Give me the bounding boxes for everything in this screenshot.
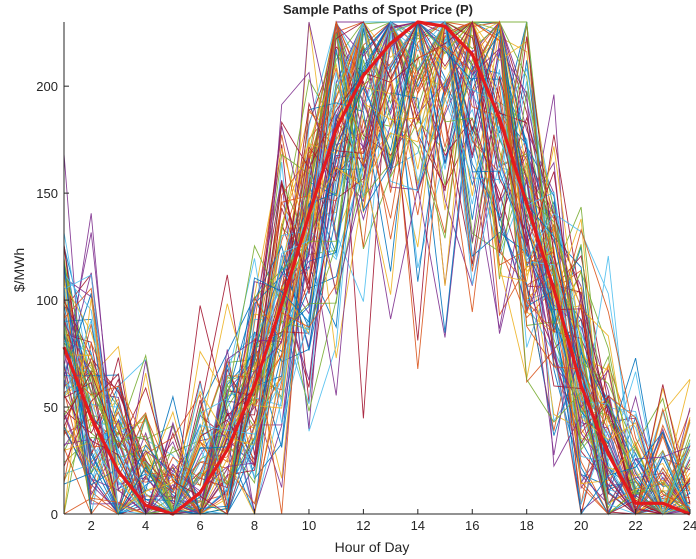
- x-axis-label: Hour of Day: [335, 539, 410, 555]
- sample-path: [63, 20, 690, 515]
- x-tick-label: 4: [142, 518, 149, 533]
- x-tick-label: 24: [683, 518, 696, 533]
- sample-path: [63, 20, 691, 515]
- sample-path: [63, 21, 690, 515]
- sample-path: [63, 21, 690, 516]
- sample-path: [63, 21, 691, 516]
- sample-path: [63, 21, 690, 515]
- y-tick-label: 100: [36, 293, 58, 308]
- x-tick-label: 18: [519, 518, 533, 533]
- x-tick-label: 20: [574, 518, 588, 533]
- x-tick-label: 8: [251, 518, 258, 533]
- sample-path: [63, 21, 691, 516]
- y-tick-label: 0: [51, 507, 58, 522]
- sample-path: [63, 20, 690, 515]
- sample-paths-group: [63, 20, 691, 516]
- x-tick-label: 10: [302, 518, 316, 533]
- sample-path: [63, 20, 690, 516]
- mean-path-line: [62, 20, 691, 516]
- x-tick-label: 6: [196, 518, 203, 533]
- sample-path: [63, 20, 691, 515]
- x-tick-label: 12: [356, 518, 370, 533]
- sample-path: [63, 21, 691, 514]
- mean-path-group: [62, 20, 691, 516]
- sample-path: [63, 21, 691, 515]
- x-tick-label: 14: [411, 518, 425, 533]
- y-axis-label: $/MWh: [11, 248, 27, 292]
- x-tick-label: 2: [88, 518, 95, 533]
- y-tick-label: 50: [44, 400, 58, 415]
- y-tick-label: 200: [36, 79, 58, 94]
- x-tick-label: 16: [465, 518, 479, 533]
- x-tick-label: 22: [628, 518, 642, 533]
- y-tick-label: 150: [36, 186, 58, 201]
- chart-title: Sample Paths of Spot Price (P): [283, 2, 473, 17]
